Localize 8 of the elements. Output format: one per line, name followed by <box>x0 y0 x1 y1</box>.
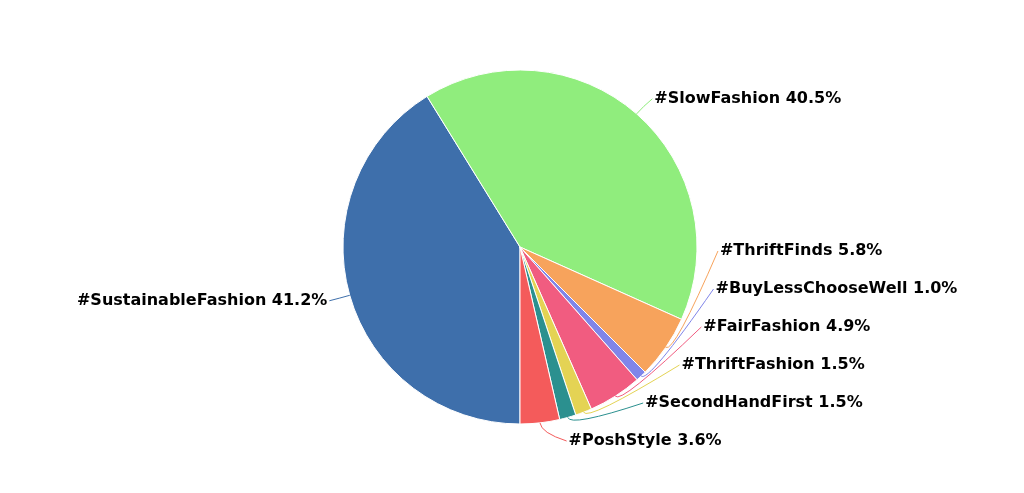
slice-label: #PoshStyle 3.6% <box>568 430 722 450</box>
slice-label: #BuyLessChooseWell 1.0% <box>715 278 958 298</box>
slice-label: #SecondHandFirst 1.5% <box>645 392 863 412</box>
slice-label: #ThriftFinds 5.8% <box>719 240 883 260</box>
slice-label: #ThriftFashion 1.5% <box>681 354 865 374</box>
slice-label: #FairFashion 4.9% <box>703 316 871 336</box>
slice-label: #SustainableFashion 41.2% <box>76 289 328 309</box>
slice-label: #SlowFashion 40.5% <box>654 87 842 107</box>
